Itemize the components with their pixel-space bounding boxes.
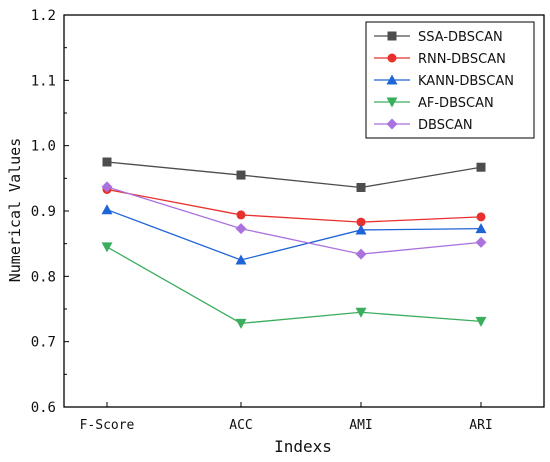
data-point-marker [476,212,486,222]
legend-label: AF-DBSCAN [418,96,494,111]
y-tick-label: 0.6 [31,400,56,416]
legend-label: DBSCAN [418,118,473,133]
series-line [106,186,482,255]
legend-box [365,21,535,139]
data-point-marker [355,307,367,318]
data-point-marker [387,31,397,41]
series-line [106,161,482,189]
data-point-marker [236,170,246,180]
data-point-marker [476,162,486,172]
x-tick-label: ACC [229,418,252,433]
data-point-marker [235,254,247,265]
y-tick-label: 0.7 [31,335,56,351]
data-point-marker [386,118,398,130]
y-tick-label: 1.1 [31,73,56,89]
y-tick-label: 0.9 [31,204,56,220]
data-point-marker [235,318,247,329]
data-point-marker [101,242,113,253]
data-point-marker [475,223,487,234]
y-axis-label: Numerical Values [6,138,24,283]
data-point-marker [355,224,367,235]
data-point-marker [387,53,397,63]
data-point-marker [475,316,487,327]
legend-label: RNN-DBSCAN [418,52,506,67]
legend-label: KANN-DBSCAN [418,74,514,89]
data-point-marker [235,223,247,235]
x-tick-label: ARI [469,418,492,433]
series-line [106,209,482,261]
data-point-marker [101,204,113,215]
data-point-marker [475,236,487,248]
data-point-marker [386,97,398,108]
data-point-marker [355,248,367,260]
legend-label: SSA-DBSCAN [418,30,503,45]
y-tick-label: 1.0 [31,139,56,155]
data-point-marker [102,157,112,167]
data-point-marker [356,182,366,192]
data-point-marker [101,181,113,193]
y-tick-label: 0.8 [31,269,56,285]
x-tick-label: F-Score [80,418,135,433]
x-tick-label: AMI [349,418,372,433]
series-line [106,246,482,325]
data-point-marker [236,210,246,220]
series-line [106,188,482,223]
y-tick-label: 1.2 [31,8,56,24]
x-axis-label: Indexs [274,437,332,456]
data-point-marker [386,74,398,85]
data-point-marker [356,217,366,227]
